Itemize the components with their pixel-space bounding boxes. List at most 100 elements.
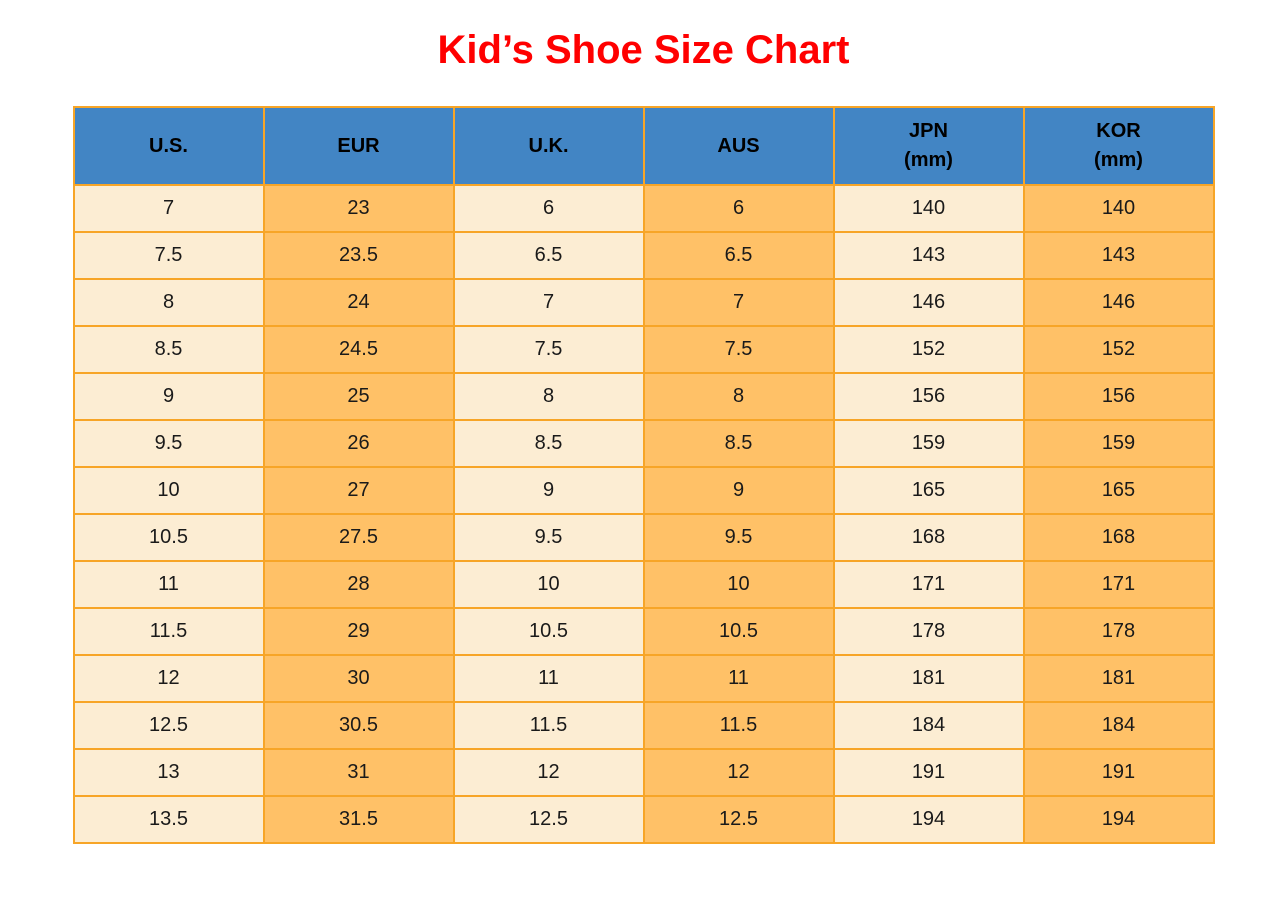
column-header-sublabel: (mm) (1094, 149, 1143, 171)
size-cell: 11.5 (452, 701, 645, 750)
size-cell: 11.5 (642, 701, 835, 750)
size-cell: 181 (832, 654, 1025, 703)
size-cell: 8 (642, 372, 835, 421)
column-header-label: AUS (717, 134, 760, 157)
table-row: 12.5 30.5 11.5 11.5 184 184 (72, 701, 1215, 750)
size-cell: 168 (832, 513, 1025, 562)
size-cell: 181 (1022, 654, 1215, 703)
table-row: 7.5 23.5 6.5 6.5 143 143 (72, 231, 1215, 280)
size-cell: 146 (1022, 278, 1215, 327)
size-cell: 159 (1022, 419, 1215, 468)
size-cell: 184 (1022, 701, 1215, 750)
column-header-eur: EUR (262, 106, 455, 186)
size-cell: 6 (642, 184, 835, 233)
size-cell: 24.5 (262, 325, 455, 374)
table-row: 13 31 12 12 191 191 (72, 748, 1215, 797)
size-cell: 171 (1022, 560, 1215, 609)
size-cell: 24 (262, 278, 455, 327)
table-row: 11.5 29 10.5 10.5 178 178 (72, 607, 1215, 656)
size-cell: 178 (832, 607, 1025, 656)
column-header-kor: KOR (mm) (1022, 106, 1215, 186)
size-cell: 156 (1022, 372, 1215, 421)
size-cell: 11 (642, 654, 835, 703)
size-cell: 140 (832, 184, 1025, 233)
table-row: 12 30 11 11 181 181 (72, 654, 1215, 703)
page: Kid’s Shoe Size Chart U.S. EUR U.K. AUS JPN (… (0, 26, 1287, 844)
column-header-label: KOR (1096, 120, 1141, 142)
table-row: 10 27 9 9 165 165 (72, 466, 1215, 515)
size-cell: 11 (72, 560, 265, 609)
size-cell: 8 (72, 278, 265, 327)
table-body: 7 23 6 6 140 140 7.5 23.5 6.5 6.5 143 143 8 24 7 7 146 14… (72, 184, 1215, 844)
size-cell: 10.5 (452, 607, 645, 656)
size-cell: 27 (262, 466, 455, 515)
size-cell: 10 (642, 560, 835, 609)
table-row: 9 25 8 8 156 156 (72, 372, 1215, 421)
size-cell: 29 (262, 607, 455, 656)
size-cell: 8.5 (642, 419, 835, 468)
size-cell: 27.5 (262, 513, 455, 562)
size-cell: 152 (1022, 325, 1215, 374)
size-cell: 23.5 (262, 231, 455, 280)
size-cell: 10.5 (72, 513, 265, 562)
table-row: 11 28 10 10 171 171 (72, 560, 1215, 609)
size-cell: 143 (832, 231, 1025, 280)
size-cell: 165 (832, 466, 1025, 515)
column-header-label: EUR (337, 134, 380, 157)
size-cell: 25 (262, 372, 455, 421)
table-row: 8 24 7 7 146 146 (72, 278, 1215, 327)
size-cell: 7 (72, 184, 265, 233)
size-cell: 140 (1022, 184, 1215, 233)
size-cell: 31 (262, 748, 455, 797)
size-cell: 28 (262, 560, 455, 609)
size-cell: 30.5 (262, 701, 455, 750)
size-cell: 165 (1022, 466, 1215, 515)
size-cell: 191 (1022, 748, 1215, 797)
size-cell: 12 (642, 748, 835, 797)
size-cell: 194 (1022, 795, 1215, 844)
size-cell: 152 (832, 325, 1025, 374)
table-row: 9.5 26 8.5 8.5 159 159 (72, 419, 1215, 468)
column-header-label: U.K. (528, 134, 569, 157)
size-cell: 31.5 (262, 795, 455, 844)
column-header-label: JPN (909, 120, 948, 142)
size-cell: 159 (832, 419, 1025, 468)
table-row: 7 23 6 6 140 140 (72, 184, 1215, 233)
size-cell: 12 (452, 748, 645, 797)
column-header-sublabel: (mm) (904, 149, 953, 171)
column-header-label: U.S. (149, 134, 188, 157)
size-cell: 9.5 (452, 513, 645, 562)
size-cell: 30 (262, 654, 455, 703)
size-cell: 26 (262, 419, 455, 468)
size-cell: 11 (452, 654, 645, 703)
size-cell: 12 (72, 654, 265, 703)
size-cell: 9 (642, 466, 835, 515)
size-cell: 9.5 (642, 513, 835, 562)
size-cell: 9 (452, 466, 645, 515)
column-header-uk: U.K. (452, 106, 645, 186)
size-cell: 13.5 (72, 795, 265, 844)
size-cell: 7 (452, 278, 645, 327)
size-cell: 12.5 (642, 795, 835, 844)
table-header: U.S. EUR U.K. AUS JPN (mm) KOR (mm) (72, 106, 1215, 186)
size-cell: 6.5 (452, 231, 645, 280)
table-row: 13.5 31.5 12.5 12.5 194 194 (72, 795, 1215, 844)
size-cell: 8.5 (452, 419, 645, 468)
size-cell: 143 (1022, 231, 1215, 280)
size-cell: 12.5 (72, 701, 265, 750)
size-cell: 7.5 (452, 325, 645, 374)
size-cell: 194 (832, 795, 1025, 844)
header-row: U.S. EUR U.K. AUS JPN (mm) KOR (mm) (72, 106, 1215, 186)
table-row: 10.5 27.5 9.5 9.5 168 168 (72, 513, 1215, 562)
column-header-aus: AUS (642, 106, 835, 186)
size-cell: 8.5 (72, 325, 265, 374)
size-cell: 12.5 (452, 795, 645, 844)
table-row: 8.5 24.5 7.5 7.5 152 152 (72, 325, 1215, 374)
size-cell: 10 (72, 466, 265, 515)
size-cell: 184 (832, 701, 1025, 750)
size-cell: 9.5 (72, 419, 265, 468)
size-cell: 10.5 (642, 607, 835, 656)
page-title: Kid’s Shoe Size Chart (437, 28, 850, 72)
column-header-us: U.S. (72, 106, 265, 186)
size-cell: 13 (72, 748, 265, 797)
